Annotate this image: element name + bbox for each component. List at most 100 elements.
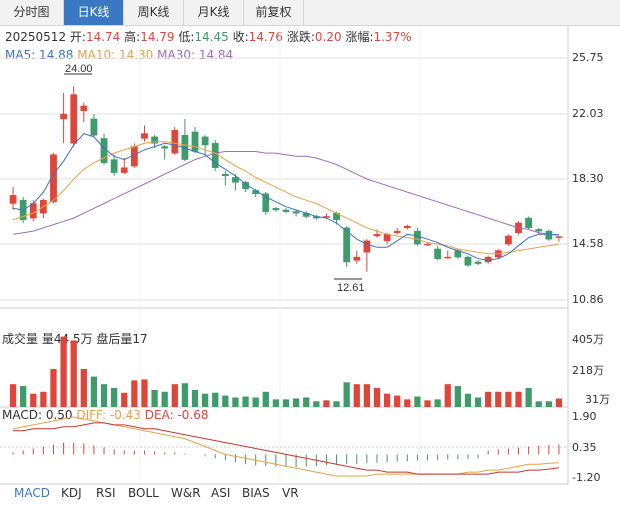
volume-bar — [505, 391, 512, 407]
volume-bar — [171, 384, 178, 407]
candle-body — [444, 256, 452, 259]
candle — [444, 250, 452, 259]
candle-body — [262, 193, 270, 212]
tab-intraday[interactable]: 分时图 — [0, 0, 64, 25]
candle — [292, 209, 300, 217]
volume-bar — [191, 389, 199, 407]
pct-value: 1.37% — [373, 30, 412, 44]
candle — [211, 140, 219, 171]
candle-body — [161, 146, 169, 149]
volume-bar — [404, 399, 411, 407]
volume-bar — [525, 387, 532, 407]
volume-axis-label: 31万 — [585, 393, 610, 406]
high-annotation-text: 24.00 — [65, 63, 93, 75]
volume-bar — [535, 401, 542, 407]
volume-bar — [373, 387, 381, 407]
volume-bar — [181, 383, 189, 407]
volume-axis-label: 218万 — [572, 364, 604, 377]
volume-bar — [292, 398, 300, 407]
ma5-line — [13, 133, 559, 261]
volume-bar — [363, 384, 371, 407]
dea-line — [13, 422, 559, 475]
indicator-tab-macd[interactable]: MACD — [14, 486, 50, 500]
candle — [9, 187, 17, 210]
candle-body — [221, 173, 229, 177]
candle — [90, 114, 98, 137]
price-axis-label: 25.75 — [572, 51, 604, 64]
macd-value: MACD: 0.50 — [2, 408, 73, 422]
price-axis-label: 14.58 — [572, 237, 604, 250]
candle — [434, 245, 442, 261]
candle-body — [424, 243, 431, 246]
indicator-tab-bias[interactable]: BIAS — [242, 486, 270, 500]
volume-bar — [20, 386, 27, 407]
open-label: 开: — [69, 30, 86, 44]
candle-body — [292, 211, 300, 214]
volume-bar — [323, 400, 330, 407]
volume-bar — [454, 386, 461, 407]
candle — [171, 127, 179, 155]
indicator-tab-vr[interactable]: VR — [282, 486, 299, 500]
volume-bar — [252, 397, 259, 407]
candle-body — [151, 136, 158, 144]
candle-body — [555, 236, 563, 238]
tab-weekly-kline[interactable]: 周K线 — [124, 0, 184, 25]
macd-axis-label: -1.20 — [572, 471, 601, 484]
volume-bar — [141, 379, 148, 407]
volume-bar — [151, 389, 158, 407]
candle — [221, 170, 229, 186]
volume-bar — [434, 399, 441, 407]
volume-bar — [414, 396, 421, 407]
candle — [363, 239, 371, 272]
candle — [353, 250, 361, 264]
candle — [161, 144, 169, 160]
volume-bar — [9, 384, 17, 407]
volume-bar — [80, 368, 87, 407]
indicator-tab-kdj[interactable]: KDJ — [61, 486, 82, 500]
candle-body — [272, 208, 280, 211]
low-annotation-text: 12.61 — [337, 282, 365, 294]
open-value: 14.74 — [85, 30, 121, 44]
indicator-tab-rsi[interactable]: RSI — [96, 486, 116, 500]
macd-info: MACD: 0.50 DIFF: -0.43 DEA: -0.68 — [2, 408, 209, 422]
volume-bar — [50, 368, 57, 407]
candle — [464, 255, 472, 267]
volume-bar — [201, 393, 209, 407]
candle — [403, 224, 411, 230]
indicator-tab-wr[interactable]: W&R — [171, 486, 201, 500]
candle — [545, 229, 553, 241]
candle-body — [282, 209, 290, 212]
volume-bar — [222, 395, 229, 407]
candle-body — [464, 256, 472, 266]
candle-body — [403, 225, 411, 229]
volume-bar — [545, 401, 552, 407]
volume-bar — [515, 391, 522, 407]
candle — [474, 260, 482, 266]
tab-daily-kline[interactable]: 日K线 — [64, 0, 124, 25]
candle — [262, 192, 270, 215]
low-value: 14.45 — [194, 30, 229, 44]
volume-bar — [30, 393, 37, 407]
candle-body — [363, 240, 371, 253]
indicator-tab-boll[interactable]: BOLL — [128, 486, 159, 500]
volume-bar — [495, 391, 502, 407]
volume-bar — [100, 384, 108, 407]
tab-forward-adjusted[interactable]: 前复权 — [244, 0, 304, 25]
volume-bar — [121, 392, 128, 407]
volume-bar — [474, 397, 482, 407]
candle — [272, 206, 280, 212]
candle-body — [414, 230, 421, 245]
volume-bar — [272, 399, 280, 407]
candle — [525, 216, 533, 230]
candle-body — [535, 229, 543, 232]
candle — [181, 118, 189, 162]
candle-body — [545, 230, 553, 240]
volume-bar — [313, 401, 320, 407]
chart-grid — [0, 26, 569, 485]
candle — [343, 226, 351, 267]
candle-body — [90, 118, 98, 136]
tab-monthly-kline[interactable]: 月K线 — [184, 0, 244, 25]
indicator-tab-asi[interactable]: ASI — [211, 486, 231, 500]
volume-bar — [161, 391, 168, 407]
